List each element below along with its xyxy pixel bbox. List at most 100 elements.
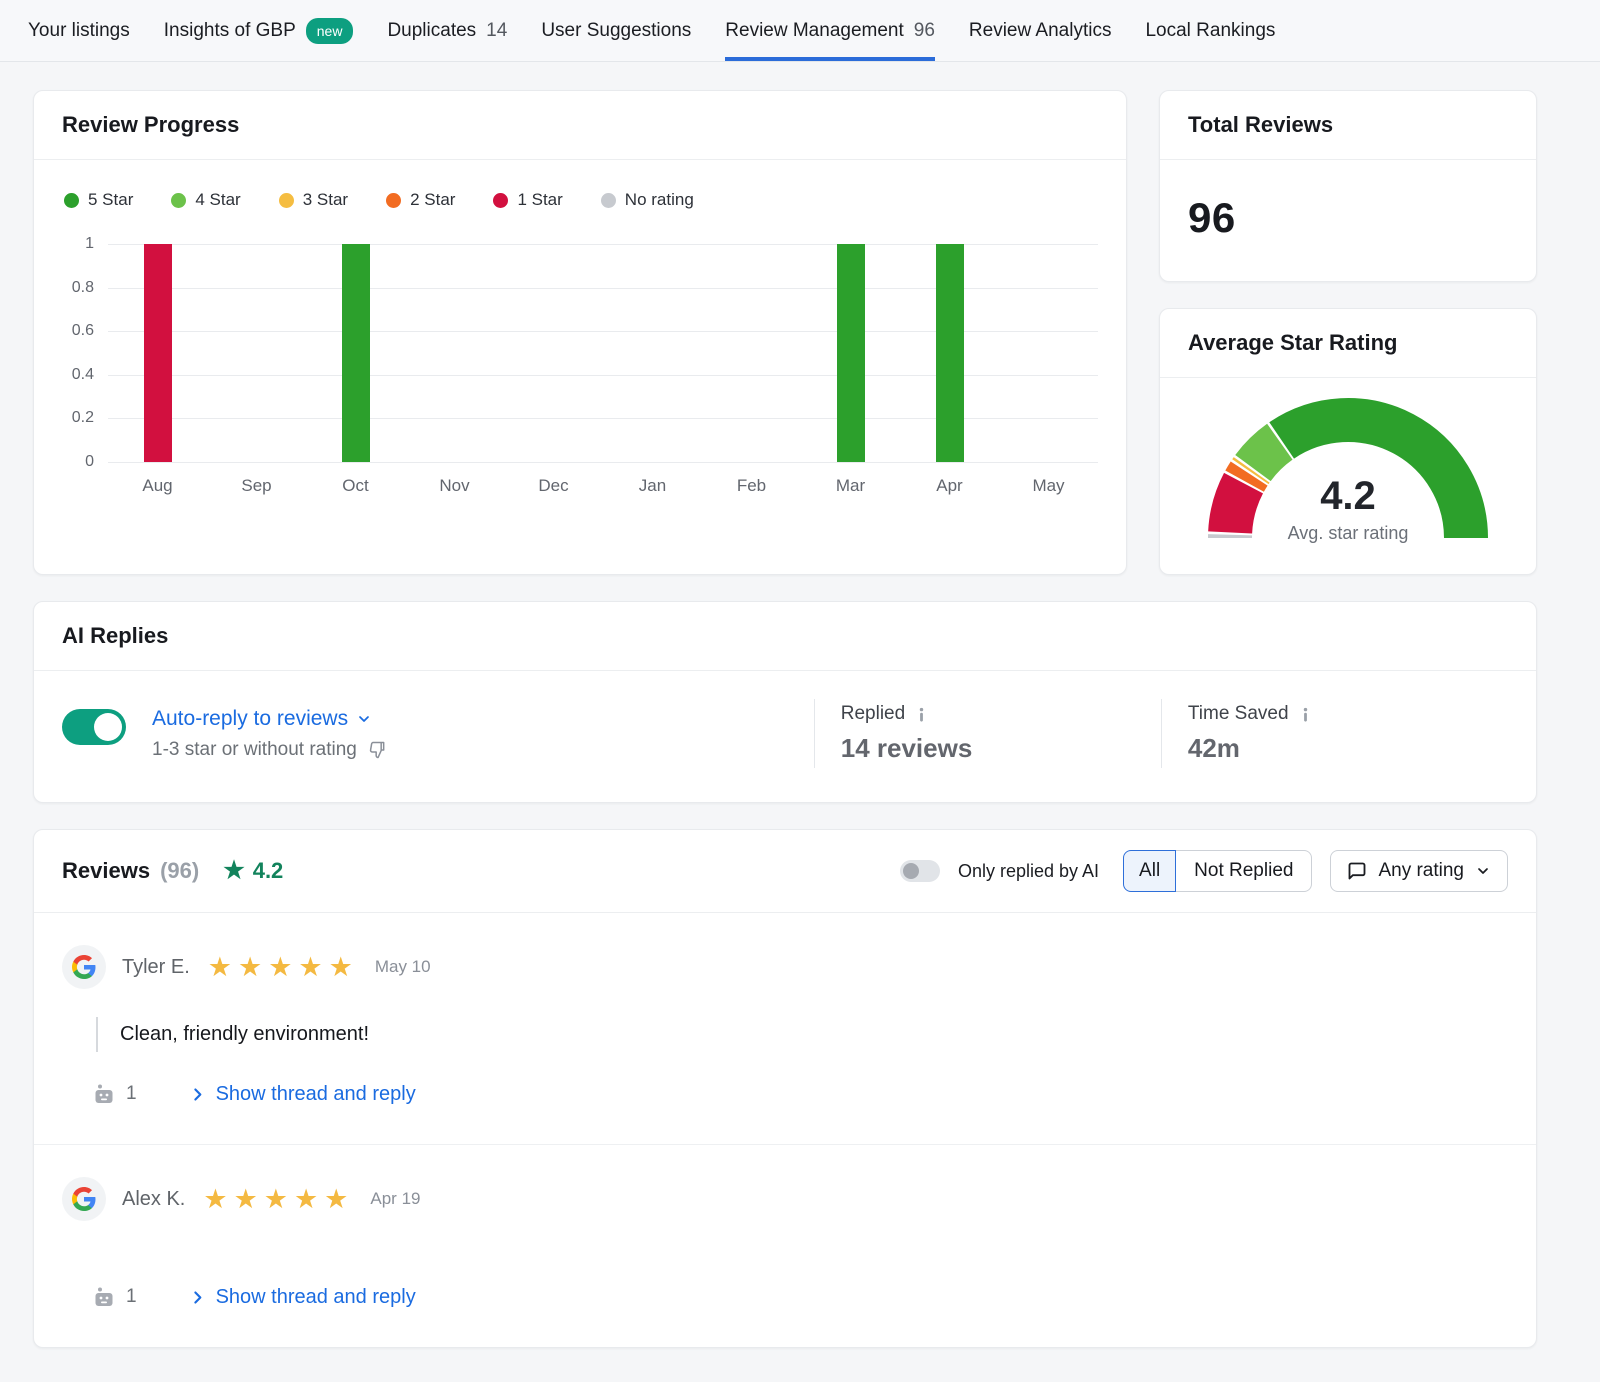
legend-item-3-star: 3 Star: [278, 190, 348, 210]
info-icon[interactable]: [914, 707, 929, 722]
bar-oct-5-star[interactable]: [341, 244, 370, 462]
tab-your-listings[interactable]: Your listings: [28, 0, 130, 61]
show-thread-link[interactable]: Show thread and reply: [189, 1286, 416, 1309]
gridline: [108, 244, 1098, 245]
filter-all-button[interactable]: All: [1123, 850, 1177, 892]
xaxis-label: Apr: [936, 476, 963, 495]
star-icon: ★: [223, 857, 245, 884]
show-thread-label: Show thread and reply: [215, 1082, 416, 1105]
gauge-value: 4.2: [1320, 474, 1376, 518]
tab-count: 96: [913, 19, 935, 41]
ai-replies-title: AI Replies: [34, 602, 1536, 671]
google-logo-icon: [72, 955, 96, 979]
gauge-segment-3-star: [1232, 457, 1270, 485]
only-replied-by-ai-label: Only replied by AI: [957, 860, 1100, 881]
rating-gauge: 4.2 Avg. star rating: [1160, 378, 1536, 562]
tab-count: 14: [486, 19, 508, 41]
auto-reply-sublabel: 1-3 star or without rating: [152, 738, 357, 760]
top-navigation: Your listings Insights of GBP new Duplic…: [0, 0, 1600, 62]
tab-review-analytics[interactable]: Review Analytics: [969, 0, 1112, 61]
tab-label: Insights of GBP: [163, 19, 296, 41]
yaxis-tick: 0.4: [71, 365, 94, 383]
reviewer-name: Tyler E.: [122, 955, 190, 978]
auto-reply-toggle[interactable]: [62, 708, 126, 745]
bar-column-aug: [108, 244, 207, 462]
yaxis-tick: 0: [85, 453, 94, 470]
legend-label: 5 Star: [88, 190, 134, 209]
reviews-title: Reviews: [62, 858, 151, 883]
legend-item-4-star: 4 Star: [171, 190, 241, 210]
gridline: [108, 374, 1098, 376]
xaxis-label: Aug: [142, 476, 173, 495]
review-progress-title: Review Progress: [34, 91, 1126, 160]
bar-column-sep: [207, 244, 306, 462]
bar-column-may: [999, 244, 1098, 462]
bar-mar-5-star[interactable]: [836, 244, 865, 462]
xaxis-label: Dec: [538, 476, 569, 495]
ai-replies-card: AI Replies Auto-reply to reviews 1-3 sta…: [33, 601, 1537, 803]
show-thread-label: Show thread and reply: [215, 1285, 416, 1308]
tab-review-management[interactable]: Review Management 96: [725, 0, 935, 61]
bar-column-apr: [900, 244, 999, 462]
bar-aug-1-star[interactable]: [143, 244, 172, 462]
only-replied-by-ai-toggle[interactable]: [899, 860, 940, 882]
gridline: [108, 287, 1098, 289]
tab-local-rankings[interactable]: Local Rankings: [1145, 0, 1275, 61]
avatar: [62, 1177, 106, 1221]
bar-chart-plot: [108, 244, 1098, 463]
auto-reply-dropdown[interactable]: Auto-reply to reviews: [152, 707, 387, 731]
auto-reply-label: Auto-reply to reviews: [152, 706, 349, 730]
rating-filter-label: Any rating: [1378, 860, 1464, 881]
bar-chart-columns: [108, 244, 1098, 462]
bar-apr-5-star[interactable]: [935, 244, 964, 462]
legend-dot-no-rating: [600, 192, 616, 208]
average-star-rating-title: Average Star Rating: [1160, 309, 1536, 378]
bar-chart-yaxis: 0 0.2 0.4 0.6 0.8 1: [62, 235, 108, 470]
chart-legend: 5 Star 4 Star 3 Star 2 Star: [64, 190, 1098, 210]
yaxis-tick: 1: [85, 235, 94, 252]
legend-dot-5-star: [64, 192, 79, 208]
bar-column-nov: [405, 244, 504, 462]
review-row: Tyler E. ★★★★★ May 10 Clean, friendly en…: [34, 913, 1536, 1144]
gauge-segment-1-star: [1208, 472, 1264, 535]
legend-dot-3-star: [278, 192, 294, 208]
tab-label: Review Analytics: [968, 19, 1112, 41]
chevron-down-icon: [1478, 868, 1488, 874]
review-progress-bar-chart: 0 0.2 0.4 0.6 0.8 1: [62, 235, 1098, 470]
review-progress-card: Review Progress 5 Star 4 Star 3 Star: [33, 90, 1127, 575]
show-thread-link[interactable]: Show thread and reply: [189, 1083, 416, 1106]
xaxis-label: Nov: [439, 476, 470, 495]
gauge-segment-2-star: [1225, 461, 1268, 492]
xaxis-label: Oct: [342, 476, 369, 495]
ai-reply-count: 1: [126, 1083, 137, 1104]
tab-insights-of-gbp[interactable]: Insights of GBP new: [164, 0, 354, 61]
yaxis-tick: 0.2: [71, 409, 94, 427]
gauge-segment-4-star: [1235, 423, 1294, 482]
tab-duplicates[interactable]: Duplicates 14: [387, 0, 507, 61]
legend-label: 4 Star: [195, 190, 241, 209]
review-date: May 10: [374, 957, 431, 976]
review-date: Apr 19: [370, 1189, 421, 1208]
robot-icon: [95, 1287, 113, 1306]
review-row: Alex K. ★★★★★ Apr 19 1 Show thread and r…: [34, 1144, 1536, 1347]
rating-filter-dropdown[interactable]: Any rating: [1330, 850, 1508, 892]
robot-icon: [95, 1084, 113, 1103]
reviews-average-rating: 4.2: [252, 858, 284, 883]
total-reviews-card: Total Reviews 96: [1159, 90, 1537, 282]
comment-icon: [1349, 862, 1366, 880]
tab-label: Local Rankings: [1145, 19, 1276, 41]
review-text: Clean, friendly environment!: [96, 1017, 1508, 1052]
time-saved-stat: Time Saved 42m: [1160, 699, 1508, 768]
bar-column-dec: [504, 244, 603, 462]
average-star-rating-card: Average Star Rating 4.2 Avg. star rating: [1159, 308, 1537, 575]
total-reviews-title: Total Reviews: [1160, 91, 1536, 160]
gridline: [108, 462, 1098, 463]
gridline: [108, 331, 1098, 333]
legend-dot-2-star: [386, 192, 402, 208]
info-icon[interactable]: [1298, 707, 1313, 722]
filter-not-replied-button[interactable]: Not Replied: [1176, 850, 1313, 892]
bar-column-mar: [801, 244, 900, 462]
star-rating: ★★★★★: [203, 1183, 355, 1214]
legend-item-2-star: 2 Star: [386, 190, 455, 210]
tab-user-suggestions[interactable]: User Suggestions: [541, 0, 691, 61]
